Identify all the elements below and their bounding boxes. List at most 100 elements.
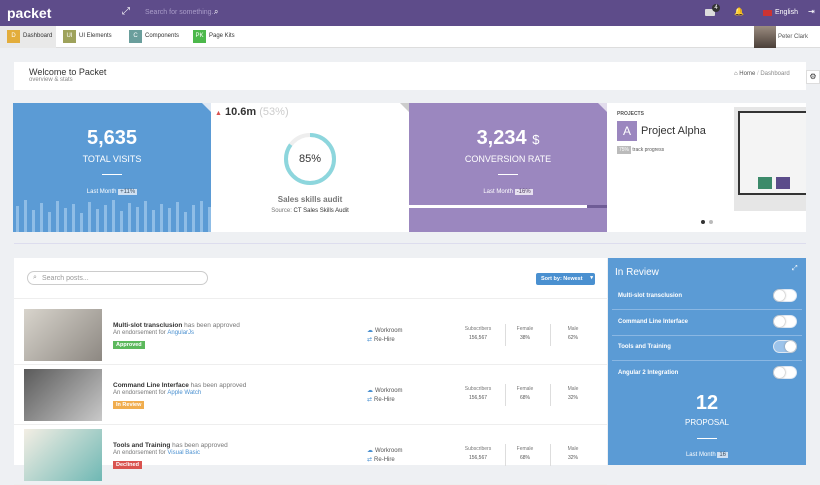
post-row: Command Line Interface has been approved… xyxy=(14,369,607,425)
logo[interactable]: packet xyxy=(7,5,52,21)
audit-title: Sales skills audit xyxy=(277,195,343,204)
posts-panel: ⌕ Search posts... Sort by: Newest ▾ Multi-… xyxy=(14,258,607,485)
user-name[interactable]: Peter Clark xyxy=(778,34,809,40)
search-icon[interactable]: ⌕ xyxy=(214,7,219,16)
stat-divider xyxy=(505,444,506,466)
expand-icon[interactable]: ⤢ xyxy=(792,265,798,272)
nav-item[interactable]: C Components xyxy=(122,26,186,48)
row-divider xyxy=(14,424,607,425)
icon: ⇄ xyxy=(367,457,373,463)
toggle-knob xyxy=(774,315,785,327)
mail-icon[interactable] xyxy=(705,9,715,16)
proposal-count: 12 xyxy=(695,392,719,414)
divider xyxy=(498,174,518,175)
project-initial: A xyxy=(617,121,637,141)
tech[interactable]: Visual Basic xyxy=(167,450,200,456)
link-label: Workroom xyxy=(375,328,403,334)
icon: ☁ xyxy=(367,388,373,394)
visits-card: 5,635 TOTAL VISITS Last Month +11% xyxy=(13,103,211,232)
section-divider xyxy=(14,243,806,244)
visits-bars xyxy=(16,200,211,232)
post-row: Multi-slot transclusion has been approve… xyxy=(14,309,607,365)
project-name[interactable]: Project Alpha xyxy=(641,125,706,137)
tech[interactable]: Apple Watch xyxy=(167,390,202,396)
value: 10.6m xyxy=(225,106,257,118)
nav-item[interactable]: D Dashboard xyxy=(0,26,56,48)
stat-label: Female xyxy=(516,326,534,332)
expand-icon[interactable]: ⤢ xyxy=(122,6,130,17)
review-item: Command Line Interface xyxy=(618,318,689,325)
stat-value: 156,567 xyxy=(468,395,488,401)
notification-badge: 4 xyxy=(712,4,720,12)
page-subtitle: overview & stats xyxy=(29,77,73,83)
divider xyxy=(14,298,607,299)
posts-search[interactable]: ⌕ Search posts... xyxy=(27,271,208,285)
sort-button[interactable]: Sort by: Newest ▾ xyxy=(536,273,595,285)
stat-label: Subscribers xyxy=(464,386,492,392)
title[interactable]: Multi-slot transclusion xyxy=(113,322,183,329)
carousel-dot[interactable] xyxy=(701,220,705,224)
breadcrumb-home[interactable]: Home xyxy=(739,71,756,77)
badge: 16 xyxy=(717,452,729,458)
toggle[interactable] xyxy=(773,365,797,379)
nav-item[interactable]: UI UI Elements xyxy=(56,26,122,48)
conversion-card: 3,234 $ CONVERSION RATE Last Month -16% xyxy=(409,103,607,232)
proposal-label: PROPOSAL xyxy=(684,418,729,427)
action-link[interactable]: ⇄ Re-Hire xyxy=(367,456,395,463)
bell-icon[interactable]: 🔔 xyxy=(734,7,744,16)
post-image xyxy=(24,369,102,421)
title[interactable]: Command Line Interface xyxy=(113,382,189,389)
change-badge: -16% xyxy=(514,189,533,195)
action-link[interactable]: ☁ Workroom xyxy=(367,387,403,394)
item-divider xyxy=(612,360,802,361)
carousel-dot[interactable] xyxy=(709,220,713,224)
donut-arc xyxy=(284,133,336,185)
toggle[interactable] xyxy=(773,340,797,353)
action-link[interactable]: ☁ Workroom xyxy=(367,447,403,454)
search-input[interactable]: Search for something... xyxy=(145,9,218,16)
breadcrumb-current: Dashboard xyxy=(760,71,790,77)
review-period: Last Month 16 xyxy=(608,452,806,458)
action: has been approved xyxy=(172,442,228,449)
endorse: An endorsement for xyxy=(113,330,166,336)
stat-value: 156,567 xyxy=(468,335,488,341)
stat-value: 68% xyxy=(519,395,530,401)
link-label: Re-Hire xyxy=(374,457,395,463)
language[interactable]: English xyxy=(775,9,798,16)
endorse: An endorsement for xyxy=(113,390,166,396)
conversion-value: 3,234 $ xyxy=(409,127,607,150)
nav-item[interactable]: PK Page Kits xyxy=(186,26,246,48)
stat-label: Male xyxy=(567,446,579,452)
stat-divider xyxy=(550,384,551,406)
stat-divider xyxy=(505,324,506,346)
settings-button[interactable]: ⚙ xyxy=(806,70,820,84)
period: Last Month xyxy=(685,452,716,458)
stat-label: Female xyxy=(516,446,534,452)
stat-label: Male xyxy=(567,386,579,392)
toggle[interactable] xyxy=(773,314,797,328)
title[interactable]: Tools and Training xyxy=(113,442,171,449)
post-title: Command Line Interface has been approved xyxy=(113,382,246,389)
post-image xyxy=(24,429,102,481)
link-label: Re-Hire xyxy=(374,337,395,343)
donut-label: 85% xyxy=(299,153,321,165)
link-label: Re-Hire xyxy=(374,397,395,403)
toggle[interactable] xyxy=(773,289,797,302)
divider xyxy=(697,438,717,439)
toggle-knob xyxy=(774,290,785,301)
nav-label: Page Kits xyxy=(209,33,235,39)
action-link[interactable]: ⇄ Re-Hire xyxy=(367,396,395,403)
action-link[interactable]: ⇄ Re-Hire xyxy=(367,336,395,343)
action-link[interactable]: ☁ Workroom xyxy=(367,327,403,334)
placeholder: Search posts... xyxy=(42,275,89,282)
post-title: Multi-slot transclusion has been approve… xyxy=(113,322,240,329)
avatar[interactable] xyxy=(754,26,776,48)
post-endorse: An endorsement for Visual Basic xyxy=(113,450,200,456)
corner xyxy=(202,103,211,112)
nav-label: UI Elements xyxy=(79,33,112,39)
logout-icon[interactable]: ⇥ xyxy=(808,7,815,16)
nav-badge: C xyxy=(129,30,142,43)
source: CT Sales Skills Audit xyxy=(293,208,349,214)
tech[interactable]: AngularJs xyxy=(167,330,195,336)
